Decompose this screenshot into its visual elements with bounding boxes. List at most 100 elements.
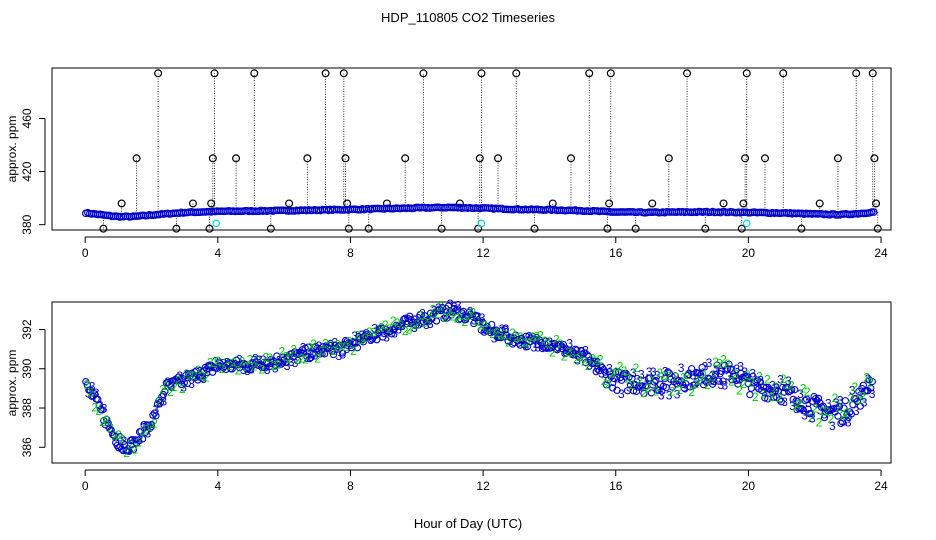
series-2-point: 2 [760, 388, 767, 402]
series-2-point: 2 [378, 320, 385, 334]
series-2-point: 2 [720, 353, 727, 367]
series-2-point: 2 [243, 360, 250, 374]
series-3-point: 3 [284, 359, 291, 373]
data-point [714, 377, 723, 385]
data-point [679, 380, 687, 389]
series-3-point: 3 [101, 401, 108, 415]
data-point [440, 314, 448, 323]
data-point [726, 365, 735, 373]
series-3-point: 3 [188, 377, 195, 391]
series-2-point: 2 [832, 391, 839, 405]
series-3-point: 3 [212, 355, 219, 369]
data-point [819, 402, 827, 410]
outlier-point [683, 69, 692, 78]
series-3-point: 3 [674, 387, 681, 401]
data-point [719, 377, 727, 385]
series-3-point: 3 [550, 339, 557, 353]
data-point [777, 398, 785, 406]
series-3-point: 3 [825, 396, 832, 410]
data-point [191, 368, 199, 376]
series-2-point: 2 [855, 393, 862, 407]
data-point [423, 316, 432, 324]
series-2-point: 2 [290, 342, 297, 356]
series-3-point: 3 [845, 416, 852, 430]
data-point [180, 379, 188, 387]
series-3-point: 3 [276, 354, 283, 368]
outlier-point [512, 69, 521, 78]
series-2-point: 2 [390, 314, 397, 328]
series-3-point: 3 [777, 373, 784, 387]
data-point [479, 318, 487, 327]
series-3-point: 3 [785, 374, 792, 388]
series-2-point: 2 [274, 357, 281, 371]
data-point [713, 361, 721, 369]
series-3-point: 3 [443, 302, 450, 316]
series-3-point: 3 [351, 329, 358, 343]
series-3-point: 3 [359, 332, 366, 346]
data-point [756, 378, 764, 386]
series-2-point: 2 [585, 359, 592, 373]
outlier-point [606, 69, 615, 78]
outlier-point [585, 69, 594, 78]
series-2-point: 2 [119, 433, 126, 447]
series-3-point: 3 [292, 356, 299, 370]
series-2-point: 2 [326, 339, 333, 353]
outlier-point [172, 224, 181, 233]
series-2-point: 2 [306, 341, 313, 355]
series-3-point: 3 [797, 387, 804, 401]
data-point [350, 338, 359, 346]
series-3-point: 3 [725, 370, 732, 384]
series-2-point: 2 [239, 355, 246, 369]
series-3-point: 3 [152, 403, 159, 417]
series-3-point: 3 [865, 372, 872, 386]
series-2-point: 2 [537, 329, 544, 343]
series-2-point: 2 [541, 334, 548, 348]
data-point [329, 350, 338, 359]
outlier-point [208, 154, 217, 163]
series-2-point: 2 [187, 369, 194, 383]
series-2-point: 2 [748, 376, 755, 390]
series-3-point: 3 [757, 374, 764, 388]
bottom-x-axis: 0 4 8 12 16 20 24 [82, 469, 888, 493]
series-2-point: 2 [708, 369, 715, 383]
data-point [411, 321, 420, 330]
series-2-point: 2 [338, 340, 345, 354]
series-2-point: 2 [629, 378, 636, 392]
series-2-point: 2 [231, 356, 238, 370]
data-point [91, 390, 99, 398]
series-3-point: 3 [407, 316, 414, 330]
data-point [867, 384, 875, 392]
series-3-point: 3 [594, 355, 601, 369]
series-2-point: 2 [557, 337, 564, 351]
series-2-point: 2 [450, 309, 457, 323]
series-3-point: 3 [371, 321, 378, 335]
data-point [558, 342, 566, 350]
series-3-point: 3 [391, 326, 398, 340]
series-3-point: 3 [399, 319, 406, 333]
series-3-point: 3 [463, 312, 470, 326]
data-point [691, 381, 699, 389]
series-3-point: 3 [729, 364, 736, 378]
series-3-point: 3 [324, 341, 331, 355]
series-3-point: 3 [761, 385, 768, 399]
series-3-point: 3 [710, 368, 717, 382]
data-point [747, 384, 756, 392]
series-3-point: 3 [180, 380, 187, 394]
outlier-point [154, 69, 163, 78]
outlier-point [494, 154, 503, 163]
data-point [695, 369, 703, 377]
data-point [507, 333, 515, 342]
series-2-point: 2 [728, 375, 735, 389]
series-3-point: 3 [702, 360, 709, 374]
series-3-point: 3 [395, 323, 402, 337]
data-point [711, 370, 720, 379]
data-point [158, 393, 166, 401]
series-3-point: 3 [773, 381, 780, 395]
series-3-point: 3 [403, 314, 410, 328]
series-3-point: 3 [670, 372, 677, 386]
data-point [110, 431, 118, 440]
series-2-point: 2 [83, 378, 90, 392]
data-point [638, 382, 647, 390]
data-point [723, 365, 732, 373]
series-3-point: 3 [355, 330, 362, 344]
